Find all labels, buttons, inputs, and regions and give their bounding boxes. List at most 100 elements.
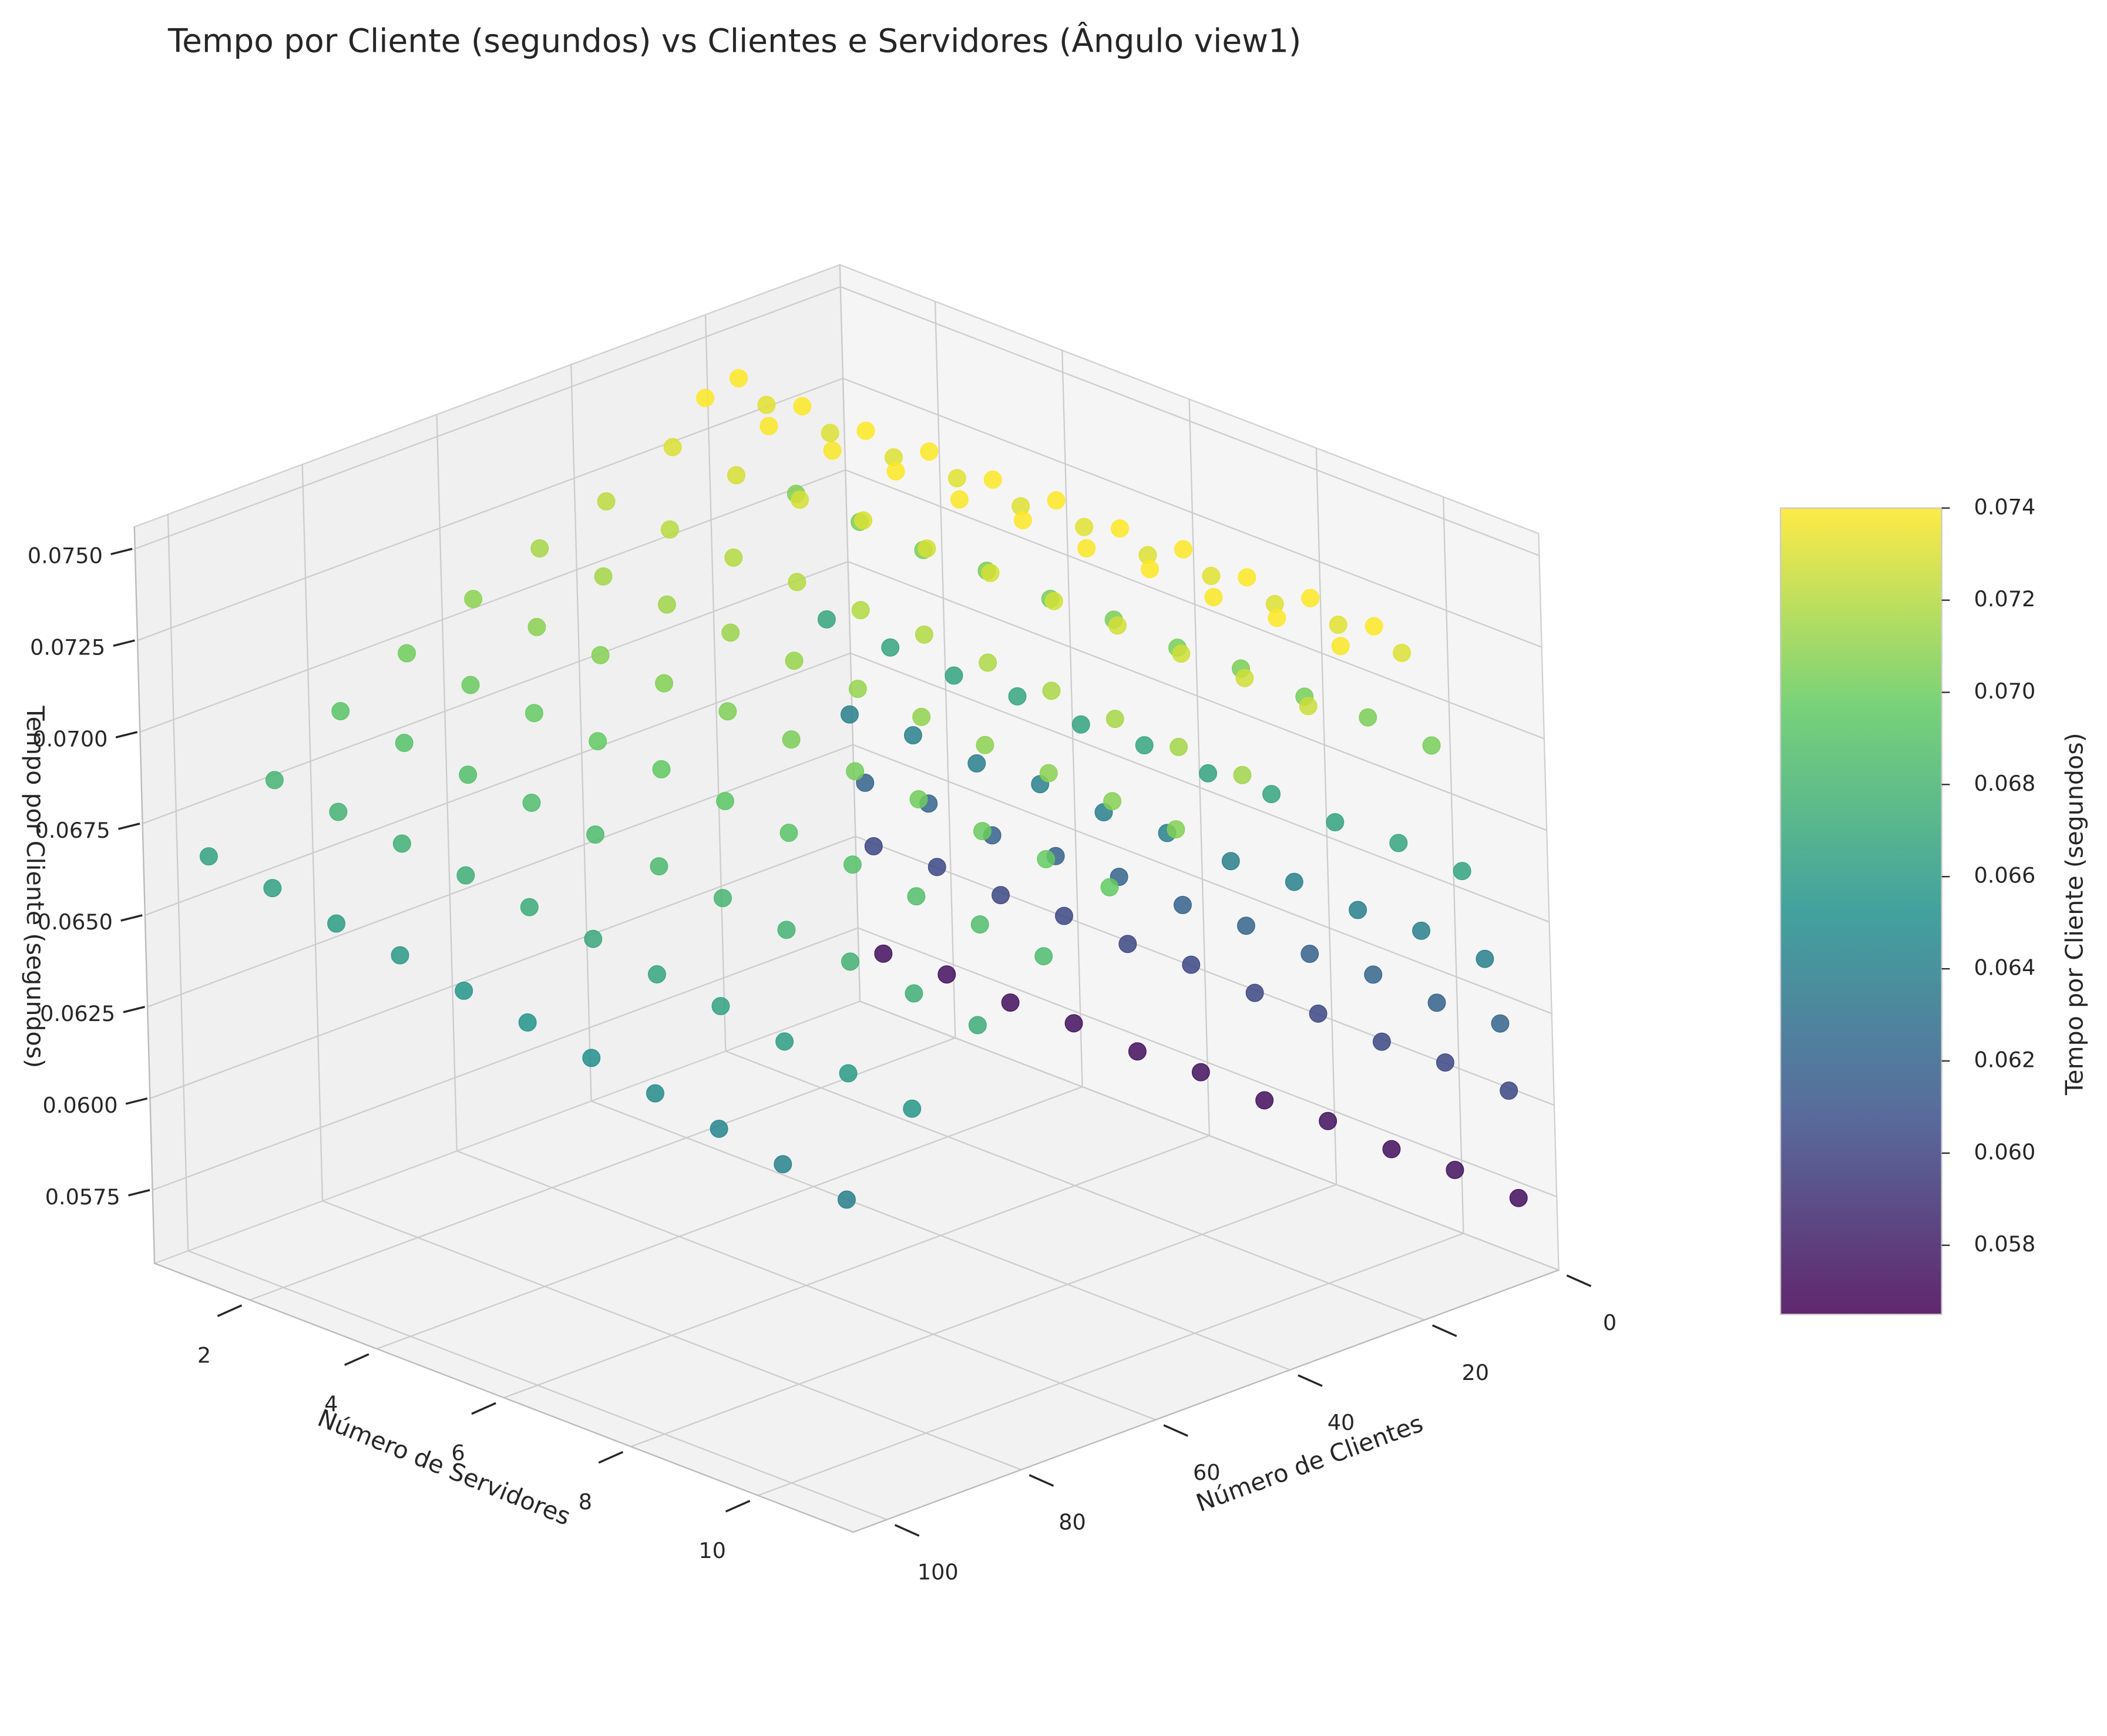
grid-line	[145, 652, 851, 916]
x-axis-label: Número de Clientes	[1192, 1409, 1427, 1517]
data-point	[757, 395, 776, 414]
data-point	[646, 1084, 664, 1103]
data-point	[907, 887, 926, 906]
data-point	[1135, 736, 1154, 754]
data-point	[1393, 643, 1411, 662]
z-tick-label: 0.0725	[30, 634, 105, 660]
data-point	[1365, 617, 1383, 636]
data-point	[1064, 1014, 1083, 1033]
grid-line	[1188, 399, 1211, 1136]
chart-title: Tempo por Cliente (segundos) vs Clientes…	[167, 22, 1301, 59]
x-tick-label: 60	[1193, 1460, 1221, 1485]
data-point	[1042, 681, 1061, 700]
y-tick-label: 6	[451, 1440, 465, 1466]
data-point	[970, 915, 989, 934]
data-point	[856, 421, 875, 440]
data-point	[1105, 710, 1124, 728]
data-point	[391, 946, 409, 965]
tick-mark	[217, 1304, 243, 1317]
data-point	[1182, 955, 1201, 974]
data-point	[1001, 993, 1020, 1012]
data-point	[331, 702, 350, 720]
z-tick-label: 0.0750	[28, 543, 103, 568]
data-point	[1491, 1014, 1510, 1033]
data-point	[1055, 906, 1073, 925]
data-point	[716, 792, 734, 810]
data-point	[843, 855, 862, 874]
data-point	[1174, 540, 1192, 559]
data-point	[967, 754, 986, 773]
data-point	[1141, 560, 1160, 579]
colorbar-tick-label: 0.066	[1974, 863, 2036, 888]
data-point	[518, 1013, 537, 1032]
grid-line	[436, 414, 458, 1151]
data-point	[841, 952, 859, 971]
data-point	[1221, 852, 1240, 871]
data-point	[648, 965, 666, 983]
data-point	[928, 858, 946, 877]
data-point	[1100, 878, 1119, 896]
data-point	[459, 765, 478, 784]
grid-line	[858, 927, 1557, 1198]
data-point	[1172, 644, 1191, 663]
data-point	[721, 623, 740, 642]
data-point	[851, 601, 870, 620]
data-point	[788, 573, 806, 592]
colorbar	[1779, 507, 1943, 1315]
data-point	[854, 511, 873, 530]
data-point	[1236, 916, 1255, 935]
data-point	[1044, 592, 1063, 610]
data-point	[1047, 491, 1066, 510]
grid-line	[147, 744, 853, 1008]
data-point	[663, 438, 682, 456]
data-point	[1329, 616, 1347, 634]
data-point	[760, 417, 778, 435]
tick-mark	[128, 1189, 150, 1197]
y-axis-label: Número de Servidores	[314, 1403, 574, 1531]
data-point	[837, 1190, 856, 1209]
data-point	[1389, 834, 1408, 852]
data-point	[657, 595, 676, 614]
grid-line	[845, 469, 1545, 740]
grid-line	[149, 835, 856, 1099]
data-point	[1111, 519, 1129, 538]
tick-mark	[344, 1353, 369, 1366]
data-point	[1422, 736, 1441, 755]
data-point	[1191, 1063, 1210, 1082]
data-point	[1262, 785, 1281, 804]
data-point	[979, 653, 997, 672]
data-point	[1309, 1004, 1328, 1023]
data-point	[1500, 1081, 1518, 1100]
grid-line	[570, 364, 592, 1102]
axis-line	[133, 526, 156, 1264]
data-point	[839, 1064, 858, 1083]
data-point	[586, 825, 604, 844]
tick-mark	[894, 1524, 920, 1537]
data-point	[660, 520, 679, 539]
data-point	[1364, 965, 1383, 984]
tick-mark	[598, 1450, 624, 1464]
data-point	[520, 898, 539, 916]
data-point	[1245, 983, 1264, 1002]
tick-mark	[110, 548, 133, 556]
grid-line	[852, 744, 1552, 1015]
colorbar-tick-label: 0.062	[1974, 1047, 2036, 1072]
data-point	[915, 625, 933, 644]
data-point	[785, 652, 804, 670]
colorbar-tick-label: 0.060	[1974, 1139, 2036, 1164]
data-point	[1372, 1032, 1391, 1051]
data-point	[530, 539, 549, 558]
z-tick-label: 0.0675	[35, 818, 110, 843]
data-point	[973, 822, 992, 841]
tick-mark	[117, 822, 140, 830]
data-point	[1235, 669, 1254, 687]
tick-mark	[1163, 1424, 1188, 1437]
grid-line	[704, 314, 727, 1052]
data-point	[903, 1099, 922, 1118]
data-point	[1412, 921, 1431, 940]
grid-line	[135, 286, 841, 550]
data-point	[696, 389, 715, 407]
data-point	[327, 914, 345, 933]
data-point	[1037, 850, 1056, 868]
